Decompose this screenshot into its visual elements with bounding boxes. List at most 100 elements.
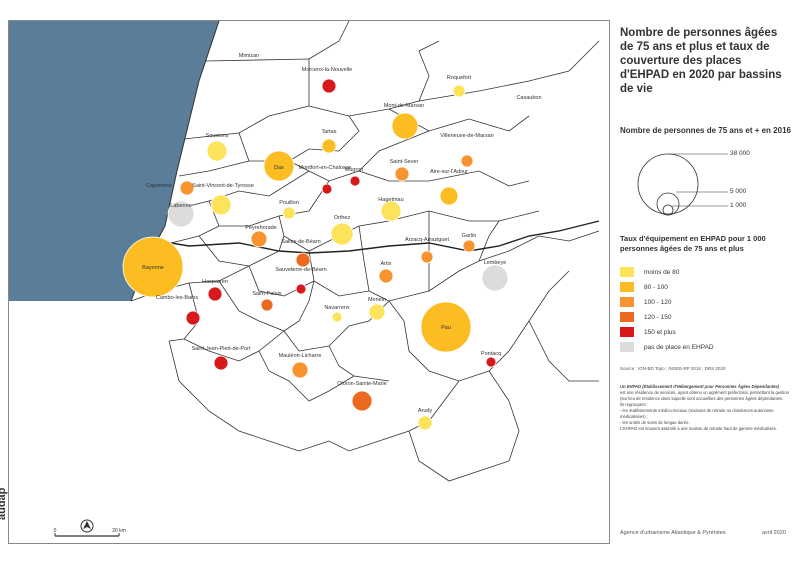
basin-label: Tartas [322,129,337,135]
basin-label: Mont-de-Marsan [384,103,424,109]
basin-boundaries [130,21,600,482]
basin-symbol [282,206,296,220]
basin-symbol [368,303,386,321]
basin-label: Oloron-Sainte-Marie [337,381,387,387]
legend-class-1: 80 - 100 [620,281,668,293]
basin-symbol [260,298,274,312]
legend-swatch-2 [620,297,634,307]
basin-symbol [378,268,394,284]
basin-symbol [481,264,509,292]
basin-symbol [291,361,309,379]
basin-symbol [417,415,433,431]
basin-label: Garlin [462,233,477,239]
basin-label: Saint-Vincent-de-Tyrosse [192,183,254,189]
legend-label-2: 100 - 120 [644,298,672,306]
footer-agency: Agence d'urbanisme Atlantique & Pyrénées [620,530,726,536]
basin-symbol [439,186,459,206]
basin-labels: Mimizan Morcenx-la-Nouvelle Roquefort Casau… [142,53,541,414]
basin-label: Soustons [206,133,229,139]
basin-label: Montfort-en-Chalosse [299,165,352,171]
basin-label: Arudy [418,408,433,414]
size-legend [637,153,728,216]
ocean [9,21,219,301]
legend-class-0: moins de 80 [620,266,679,278]
basin-symbol [420,301,472,353]
basin-symbol [295,283,307,295]
basin-label: Villeneuve-de-Marsan [440,133,493,139]
basin-label: Pouillon [279,200,299,206]
basin-label: Dax [274,165,284,171]
basin-label: Pontacq [481,351,501,357]
note-line: Ils regroupent : [620,402,648,407]
basin-symbol [380,200,402,222]
basin-symbol [321,138,337,154]
basin-symbol [185,310,201,326]
department-boundary [158,220,600,254]
map-panel: Mimizan Morcenx-la-Nouvelle Roquefort Casau… [8,20,610,544]
basin-symbol [460,154,474,168]
legend-swatch-0 [620,267,634,277]
basin-label: Hasparren [202,279,228,285]
basin-label: Artix [381,261,392,267]
basin-symbol [213,355,229,371]
basin-symbol [330,222,354,246]
basin-label: Hagetmau [378,197,403,203]
note-line: L'EHPAD est souvent assimilé à une maiso… [620,426,778,431]
basin-label: Cambo-les-Bains [156,295,198,301]
basin-symbol [420,250,434,264]
basin-label: Sauveterre-de-Béarn [275,267,326,273]
basin-label: Mugron [345,167,364,173]
basin-label: Peyrehorade [245,225,277,231]
basin-label: Capbreton [146,183,172,189]
basin-label: Labenne [170,203,191,209]
legend-swatch-4 [620,327,634,337]
note-title: Un EHPAD (Établissement d'Hébergement po… [620,384,780,389]
scale-end: 20 km [112,528,126,534]
rate-legend-title: Taux d'équipement en EHPAD pour 1 000 pe… [620,234,766,253]
source-text: Source : IGN-BD Topo ; INSEE-RP 2016 ; D… [620,366,726,371]
legend-panel: Nombre de personnes âgées de 75 ans et p… [614,20,794,542]
note-line: - les établissements médico-sociaux (mai… [620,408,774,419]
scale-start: 0 [54,528,57,534]
basin-label: Pau [441,325,451,331]
basin-label: Lembeye [484,260,507,266]
basin-symbol [206,140,228,162]
basin-label: Arzacq-Arraziguet [405,237,449,243]
basin-symbol [179,180,195,196]
legend-class-5: pas de place en EHPAD [620,341,714,353]
basin-symbol [122,236,184,298]
size-legend-title: Nombre de personnes de 75 ans et + en 20… [620,126,791,135]
basin-symbol [452,84,466,98]
legend-class-2: 100 - 120 [620,296,671,308]
ehpad-note: Un EHPAD (Établissement d'Hébergement po… [620,384,792,432]
basin-symbol [349,175,361,187]
basin-label: Morcenx-la-Nouvelle [302,67,352,73]
basin-symbol [485,356,497,368]
basin-label: Roquefort [447,75,472,81]
basin-symbol [263,150,295,182]
legend-class-4: 150 et plus [620,326,676,338]
basin-symbol [295,252,311,268]
basin-symbol [331,311,343,323]
legend-class-3: 120 - 150 [620,311,671,323]
legend-label-4: 150 et plus [644,328,676,336]
legend-label-5: pas de place en EHPAD [644,343,714,351]
size-legend-min: 1 000 [730,202,747,209]
basin-symbol [351,390,373,412]
north-arrow [80,519,94,533]
basin-label: Saint-Sever [390,159,419,165]
brand-logo: audap [0,488,8,520]
legend-label-1: 80 - 100 [644,283,668,291]
legend-label-0: moins de 80 [644,268,680,276]
basin-label: Salies-de-Béarn [281,239,320,245]
basin-label: Bayonne [142,265,164,271]
basin-label: Saint-Jean-Pied-de-Port [191,346,250,352]
basin-symbol [321,78,337,94]
note-line: - les unités de soins de longue durée. [620,420,690,425]
basin-symbol [210,194,232,216]
note-line: est une résidence de services, ayant obt… [620,390,789,401]
legend-label-3: 120 - 150 [644,313,672,321]
legend-swatch-5 [620,342,634,352]
basin-symbol [207,286,223,302]
legend-swatch-3 [620,312,634,322]
